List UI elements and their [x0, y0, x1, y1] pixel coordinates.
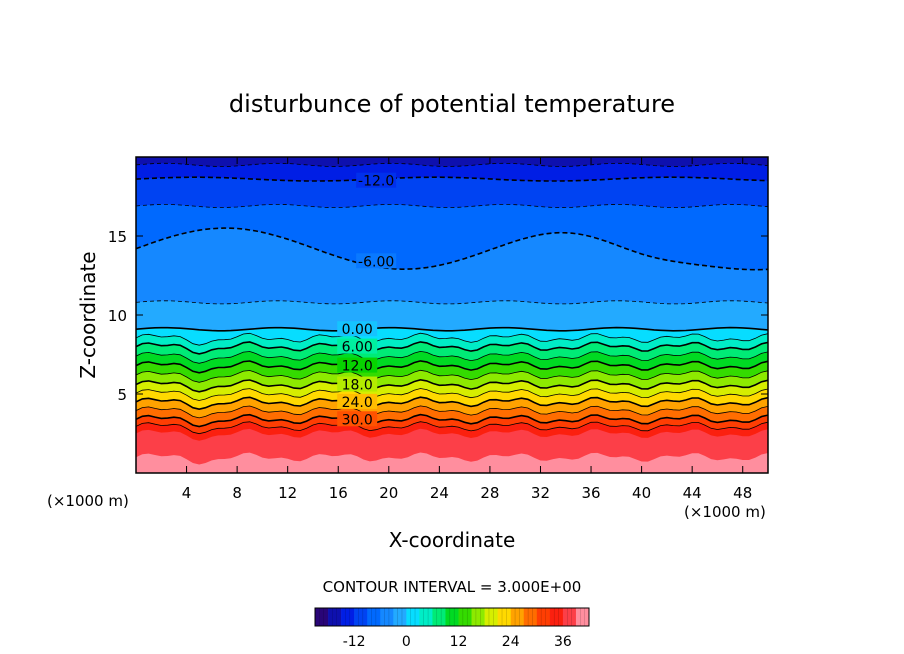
colorbar-frame	[314, 607, 590, 627]
colorbar-swatch	[341, 608, 355, 626]
contour-label-bg	[337, 376, 378, 392]
colorbar-swatch	[549, 608, 564, 626]
x-tick-label: 48	[733, 484, 752, 502]
x-tick-label: 8	[232, 484, 242, 502]
contour-label-bg	[356, 172, 397, 188]
contour-label-bg	[337, 393, 378, 409]
band-39	[136, 452, 768, 473]
colorbar-swatch	[562, 608, 577, 626]
contour-line-18	[136, 378, 768, 393]
colorbar-tick-label: 0	[402, 634, 411, 650]
contour-label-bg	[337, 321, 378, 337]
x-tick-label: 28	[480, 484, 499, 502]
colorbar-tick-label: 12	[450, 634, 468, 650]
x-tick-label: 12	[278, 484, 297, 502]
x-tick-label: 32	[531, 484, 550, 502]
contour-line-6	[136, 341, 768, 355]
x-tick-label: 44	[683, 484, 702, 502]
contour-label-bg	[337, 338, 378, 354]
contour-label: -12.0	[358, 174, 394, 190]
y-axis-label: Z-coordinate	[76, 251, 100, 378]
x-tick-label: 4	[182, 484, 192, 502]
contour-line-21	[136, 388, 768, 401]
colorbar-swatch	[419, 608, 433, 626]
contour-label: 30.0	[342, 412, 373, 428]
x-tick-label: 24	[430, 484, 449, 502]
contour-line-30	[136, 413, 768, 428]
contour-line-12	[136, 360, 768, 374]
contour-label-bg	[337, 357, 378, 373]
contour-line--3	[136, 300, 768, 305]
x-axis-label: X-coordinate	[389, 528, 516, 552]
colorbar-swatch	[471, 608, 485, 626]
contour-line-24	[136, 396, 768, 411]
contour-label: 0.00	[342, 322, 373, 338]
colorbar-swatch	[445, 608, 459, 626]
colorbar-swatch	[406, 608, 420, 626]
y-tick-label: 10	[108, 307, 127, 325]
contour-line-27	[136, 405, 768, 419]
x-unit-right: (×1000 m)	[684, 503, 766, 521]
contour-line--9	[136, 203, 768, 209]
contour-label: 18.0	[342, 378, 373, 394]
contour-label: 12.0	[342, 359, 373, 375]
colorbar-swatch	[432, 608, 446, 626]
contour-line-33	[136, 421, 768, 435]
x-unit-left: (×1000 m)	[47, 492, 129, 510]
x-tick-label: 36	[581, 484, 600, 502]
colorbar-swatch	[484, 608, 498, 626]
colorbar-swatch	[523, 608, 538, 626]
colorbar-swatch	[367, 608, 381, 626]
colorbar-swatch	[328, 608, 342, 626]
colorbar-swatch	[510, 608, 525, 626]
colorbar-swatch	[393, 608, 407, 626]
colorbar-swatch	[458, 608, 472, 626]
chart-title: disturbunce of potential temperature	[229, 90, 675, 118]
plot-area: -12.0 -6.00 0.00 6.00 12.0 18.024.030.0	[136, 157, 768, 473]
colorbar-tick-label: 36	[554, 634, 572, 650]
colorbar-swatch	[497, 608, 512, 626]
contour-line--15	[136, 162, 768, 167]
y-tick-label: 15	[108, 228, 127, 246]
x-tick-label: 16	[329, 484, 348, 502]
colorbar-tick-label: -12	[343, 634, 366, 650]
colorbar-swatch	[575, 608, 590, 626]
colorbar-swatch	[354, 608, 368, 626]
contour-label: 6.00	[342, 340, 373, 356]
contour-line--12	[136, 176, 768, 182]
contour-label: -6.00	[358, 254, 394, 270]
y-tick-label: 5	[117, 386, 127, 404]
colorbar	[314, 607, 590, 627]
contour-line-0	[136, 326, 768, 332]
x-tick-label: 40	[632, 484, 651, 502]
contour-label-bg	[356, 253, 397, 269]
colorbar-swatch	[315, 608, 329, 626]
contour-line-15	[136, 369, 768, 383]
contour-line--6	[136, 227, 768, 271]
contour-label-bg	[337, 411, 378, 427]
x-tick-label: 20	[379, 484, 398, 502]
colorbar-swatch	[380, 608, 394, 626]
contour-label: 24.0	[342, 395, 373, 411]
colorbar-swatch	[536, 608, 551, 626]
contour-interval-text: CONTOUR INTERVAL = 3.000E+00	[323, 578, 582, 596]
contour-line-3	[136, 332, 768, 346]
contour-line-9	[136, 350, 768, 364]
colorbar-tick-label: 24	[502, 634, 520, 650]
